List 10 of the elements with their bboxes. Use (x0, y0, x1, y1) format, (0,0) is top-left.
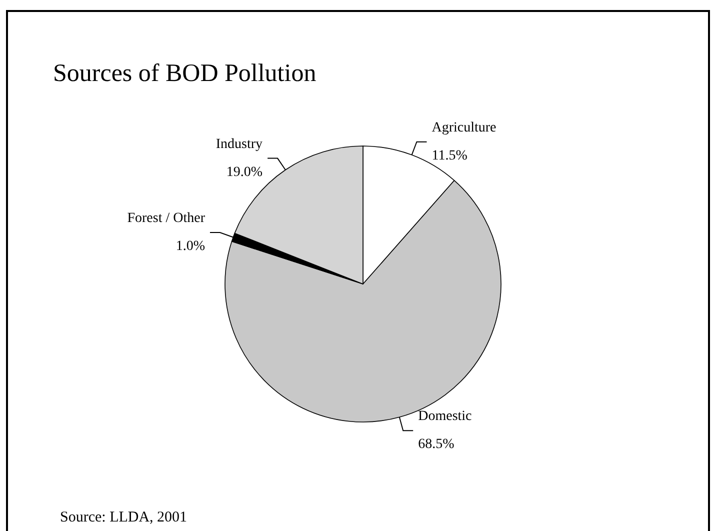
source-note: Source: LLDA, 2001 (60, 510, 188, 526)
slice-label: Forest / Other (127, 211, 206, 226)
slice-label: Industry (216, 136, 263, 152)
data-label: 19.0% (226, 164, 263, 180)
data-label: 1.0% (176, 239, 206, 254)
data-label: 68.5% (418, 437, 455, 452)
data-label: 11.5% (432, 148, 468, 164)
slice-label: Agriculture (432, 120, 496, 136)
slice-label: Domestic (418, 409, 472, 424)
chart-title: Sources of BOD Pollution (53, 60, 317, 87)
